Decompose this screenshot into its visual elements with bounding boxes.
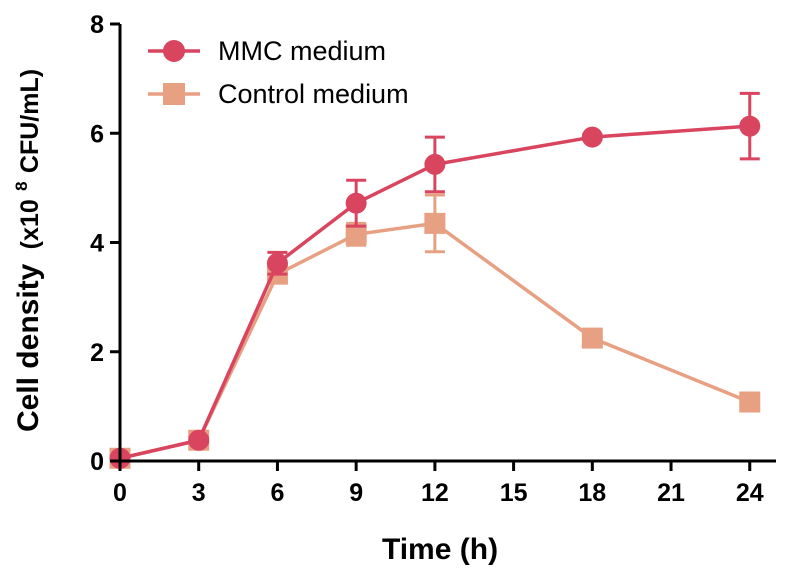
y-tick-label: 0 <box>90 448 104 476</box>
x-tick-label: 0 <box>113 479 127 507</box>
data-point <box>424 153 446 175</box>
data-point <box>266 252 288 274</box>
data-point <box>581 327 603 349</box>
legend: MMC medium Control medium <box>148 36 409 109</box>
series-control-medium <box>109 193 761 469</box>
data-point <box>739 115 761 137</box>
y-axis-title: Cell density (x10 8 CFU/mL) <box>1 69 45 432</box>
y-tick-label: 4 <box>90 230 104 258</box>
y-axis-title-exponent: 8 <box>12 181 31 190</box>
data-point <box>581 126 603 148</box>
y-tick-label: 2 <box>90 339 104 367</box>
y-tick-label: 8 <box>90 11 104 39</box>
data-point <box>188 429 210 451</box>
y-axis-title-unit: (x10 <box>16 199 44 249</box>
x-axis-title: Time (h) <box>382 533 498 566</box>
x-tick-label: 15 <box>500 479 528 507</box>
data-point <box>424 212 446 234</box>
x-tick-label: 21 <box>657 479 685 507</box>
legend-marker <box>163 40 185 62</box>
y-axis-title-unit-suffix: CFU/mL) <box>16 69 44 173</box>
y-axis-title-prefix: Cell density <box>12 263 45 432</box>
series-mmc-medium <box>109 91 761 469</box>
legend-label: MMC medium <box>218 36 386 66</box>
x-tick-label: 9 <box>349 479 363 507</box>
x-tick-label: 24 <box>736 479 764 507</box>
data-point <box>345 223 367 245</box>
x-tick-label: 6 <box>270 479 284 507</box>
x-tick-label: 3 <box>192 479 206 507</box>
legend-marker <box>163 83 185 105</box>
legend-item: MMC medium <box>148 36 386 66</box>
series-line <box>119 221 751 460</box>
x-tick-label: 18 <box>578 479 606 507</box>
x-tick-label: 12 <box>421 479 449 507</box>
data-point <box>345 192 367 214</box>
legend-label: Control medium <box>218 79 409 109</box>
series-layer <box>109 91 761 469</box>
y-tick-label: 6 <box>90 120 104 148</box>
data-point <box>739 391 761 413</box>
legend-item: Control medium <box>148 79 409 109</box>
